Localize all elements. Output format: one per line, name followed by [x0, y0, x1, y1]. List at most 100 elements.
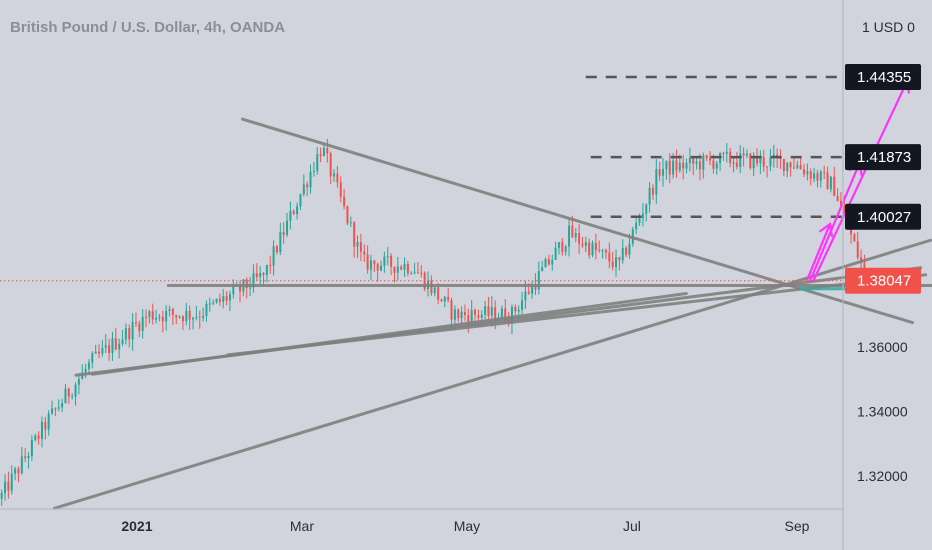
candle-body [339, 182, 342, 197]
candlestick-series [0, 138, 873, 506]
candle-body [306, 184, 309, 188]
candle-body [359, 242, 362, 252]
candle-body [615, 257, 618, 268]
candle-body [40, 421, 43, 439]
candle-body [809, 171, 812, 179]
candle-body [571, 225, 574, 238]
candle-body [594, 242, 597, 250]
candle-body [749, 153, 752, 169]
candle-body [161, 316, 164, 322]
candle-body [101, 347, 104, 354]
candle-body [349, 222, 352, 224]
candle-body [759, 157, 762, 164]
candle-body [739, 153, 742, 167]
candle-body [269, 264, 272, 266]
current-price-badge-background [845, 267, 921, 294]
candle-body [601, 250, 604, 252]
candle-body [829, 176, 832, 190]
candle-body [24, 456, 27, 459]
candle-body [628, 243, 631, 255]
candle-body [611, 261, 614, 268]
candle-body [457, 309, 460, 319]
candle-body [437, 287, 440, 300]
candle-body [568, 225, 571, 247]
candle-body [806, 171, 809, 175]
candle-body [98, 351, 101, 354]
candle-body [453, 309, 456, 320]
candle-body [688, 157, 691, 164]
candle-body [698, 161, 701, 170]
candle-body [37, 435, 40, 439]
candle-body [406, 263, 409, 274]
candle-body [729, 151, 732, 163]
candle-body [702, 155, 705, 170]
candle-body [228, 294, 231, 301]
candle-body [487, 306, 490, 316]
candle-body [111, 338, 114, 354]
candle-body [433, 287, 436, 294]
candle-body [309, 171, 312, 188]
candle-body [762, 157, 765, 167]
price-tick-label: 1.32000 [857, 468, 908, 484]
candle-body [608, 252, 611, 262]
candle-body [128, 328, 131, 340]
candle-body [259, 272, 262, 277]
candle-body [205, 303, 208, 316]
candle-body [460, 311, 463, 319]
candle-body [215, 298, 218, 303]
candle-body [249, 287, 252, 289]
candle-body [27, 455, 30, 459]
candle-body [168, 309, 171, 311]
candle-body [477, 314, 480, 318]
projection-arrow [805, 223, 831, 282]
candle-body [588, 242, 591, 256]
candle-body [537, 271, 540, 290]
candle-body [557, 242, 560, 248]
candle-body [208, 303, 211, 305]
candle-body [195, 317, 198, 319]
candle-body [373, 260, 376, 265]
candle-body [329, 153, 332, 177]
candle-body [651, 187, 654, 195]
candle-body [796, 165, 799, 168]
candle-body [819, 171, 822, 181]
candle-body [541, 267, 544, 272]
candle-body [84, 368, 87, 373]
candle-body [467, 314, 470, 323]
candle-body [672, 160, 675, 175]
candle-body [826, 172, 829, 190]
candle-body [430, 280, 433, 294]
candle-body [581, 243, 584, 246]
candle-body [742, 153, 745, 156]
candle-body [302, 184, 305, 195]
candle-body [131, 322, 134, 340]
candle-body [494, 307, 497, 322]
candle-body [470, 309, 473, 323]
candle-body [198, 317, 201, 319]
candle-body [722, 152, 725, 154]
candle-body [638, 218, 641, 223]
candle-body [104, 345, 107, 348]
candle-body [383, 256, 386, 266]
price-axis-unit-label: 1 USD 0 [862, 19, 915, 35]
candle-body [756, 155, 759, 164]
candle-body [333, 173, 336, 177]
candle-body [843, 205, 846, 214]
candle-body [745, 153, 748, 156]
candle-body [604, 250, 607, 253]
candle-body [178, 316, 181, 318]
candle-body [450, 300, 453, 320]
level-badge-text: 1.44355 [857, 69, 911, 86]
candle-body [67, 388, 70, 397]
candle-body [443, 296, 446, 302]
candle-body [675, 160, 678, 171]
candle-body [678, 162, 681, 171]
candle-body [510, 306, 513, 324]
candle-body [823, 171, 826, 173]
price-tick-label: 1.34000 [857, 403, 908, 419]
candle-body [420, 272, 423, 274]
candle-body [316, 154, 319, 172]
